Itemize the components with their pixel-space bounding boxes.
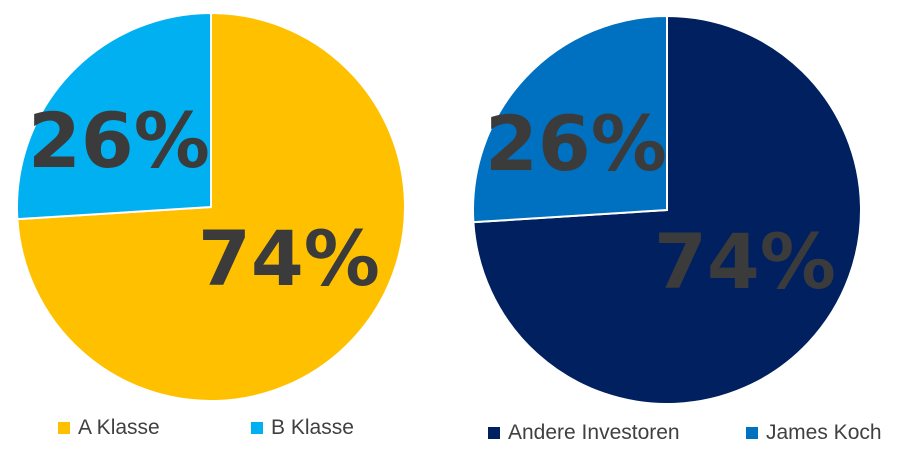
data-label-james-koch: 26% bbox=[485, 99, 667, 188]
legend-label-james-koch: James Koch bbox=[766, 421, 882, 444]
pie-slice-b-klasse bbox=[16, 11, 212, 221]
legend-label-andere-investoren: Andere Investoren bbox=[508, 421, 680, 444]
legend-label-a-klasse: A Klasse bbox=[78, 416, 160, 439]
legend-label-b-klasse: B Klasse bbox=[271, 416, 354, 439]
legend-item-a-klasse: A Klasse bbox=[58, 416, 160, 440]
legend-swatch-james-koch bbox=[746, 427, 758, 439]
data-label-andere-investoren: 74% bbox=[654, 217, 836, 306]
pie-slice-james-koch bbox=[472, 14, 668, 224]
legend-item-andere-investoren: Andere Investoren bbox=[488, 421, 680, 445]
legend-swatch-a-klasse bbox=[58, 422, 70, 434]
legend-swatch-b-klasse bbox=[251, 422, 263, 434]
legend-item-b-klasse: B Klasse bbox=[251, 416, 354, 440]
legend-swatch-andere-investoren bbox=[488, 427, 500, 439]
legend-item-james-koch: James Koch bbox=[746, 421, 882, 445]
data-label-b-klasse: 26% bbox=[28, 96, 210, 185]
data-label-a-klasse: 74% bbox=[198, 214, 380, 303]
